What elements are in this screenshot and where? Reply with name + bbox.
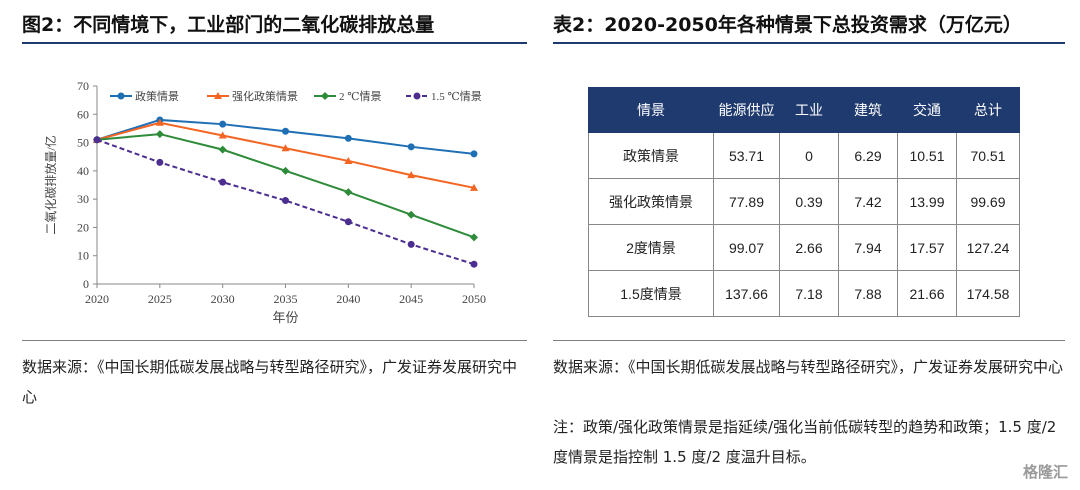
data-point — [344, 134, 352, 142]
chart-source-rule — [22, 340, 527, 341]
data-point — [407, 210, 416, 219]
data-point — [470, 233, 478, 242]
table-row: 强化政策情景 77.89 0.39 7.42 13.99 99.69 — [588, 178, 1020, 225]
table-header-row: 情景 能源供应 工业 建筑 交通 总计 — [588, 87, 1020, 133]
y-tick-label: 0 — [83, 277, 89, 291]
table-row: 2度情景 99.07 2.66 7.94 17.57 127.24 — [588, 224, 1020, 271]
table-cell: 7.94 — [838, 224, 898, 271]
data-point — [219, 120, 227, 128]
col-header: 能源供应 — [713, 87, 780, 133]
table-cell: 17.57 — [897, 224, 957, 271]
table-cell: 99.69 — [956, 178, 1020, 225]
x-axis-label: 年份 — [272, 310, 298, 325]
x-tick-label: 2035 — [274, 292, 298, 306]
table-cell: 7.18 — [779, 270, 839, 317]
data-point — [93, 136, 101, 144]
legend-label: 2 ℃情景 — [339, 90, 382, 103]
table-cell: 政策情景 — [588, 132, 714, 179]
table-cell: 77.89 — [713, 178, 780, 225]
table-cell: 53.71 — [713, 132, 780, 179]
y-tick-label: 50 — [77, 136, 89, 150]
table-cell: 0.39 — [779, 178, 839, 225]
legend-label: 政策情景 — [135, 89, 179, 103]
table-cell: 0 — [779, 132, 839, 179]
y-tick-label: 60 — [77, 107, 89, 121]
y-tick-label: 30 — [77, 192, 89, 206]
col-header: 建筑 — [838, 87, 898, 133]
table-source-note: 数据来源：《中国长期低碳发展战略与转型路径研究》，广发证券发展研究中心 — [553, 358, 1064, 376]
table-cell: 1.5度情景 — [588, 270, 714, 317]
table-cell: 21.66 — [897, 270, 957, 317]
legend-label: 强化政策情景 — [232, 89, 298, 103]
table-cell: 13.99 — [897, 178, 957, 225]
y-tick-label: 40 — [77, 164, 89, 178]
table-row: 1.5度情景 137.66 7.18 7.88 21.66 174.58 — [588, 270, 1020, 317]
data-point — [407, 143, 415, 151]
data-point — [281, 144, 290, 152]
data-point — [407, 171, 416, 179]
data-point — [218, 131, 227, 139]
legend-marker — [321, 92, 329, 100]
table-cell: 6.29 — [838, 132, 898, 179]
data-point — [344, 188, 353, 197]
table-row: 政策情景 53.71 0 6.29 10.51 70.51 — [588, 132, 1020, 179]
data-point — [155, 118, 164, 126]
data-point — [281, 166, 290, 175]
table-source-rule — [553, 340, 1065, 341]
y-axis-label: 二氧化碳排放量/亿 — [43, 135, 58, 234]
watermark-logo: 格隆汇 — [1022, 463, 1068, 481]
legend-label: 1.5 ℃情景 — [431, 90, 482, 103]
data-point — [219, 178, 227, 186]
data-point — [282, 197, 289, 205]
legend-marker — [117, 92, 125, 100]
data-point — [344, 156, 353, 164]
data-point — [407, 240, 415, 248]
data-point — [155, 130, 164, 139]
table-title-rule — [553, 42, 1065, 44]
data-point — [470, 183, 478, 191]
table-cell: 174.58 — [956, 270, 1020, 317]
x-tick-label: 2040 — [336, 292, 360, 306]
x-tick-label: 2025 — [148, 292, 172, 306]
legend-marker — [413, 92, 421, 100]
x-tick-label: 2020 — [85, 292, 109, 306]
table-cell: 70.51 — [956, 132, 1020, 179]
chart-title-rule — [22, 42, 527, 44]
table-cell: 127.24 — [956, 224, 1020, 271]
table-cell: 2.66 — [779, 224, 839, 271]
table-footnote: 注：政策/强化政策情景是指延续/强化当前低碳转型的趋势和政策；1.5 度/2 度… — [553, 418, 1057, 466]
data-point — [470, 150, 478, 158]
data-point — [156, 158, 164, 166]
y-tick-label: 70 — [77, 79, 89, 93]
table-cell: 7.88 — [838, 270, 898, 317]
table-cell: 2度情景 — [588, 224, 714, 271]
x-tick-label: 2045 — [399, 292, 423, 306]
col-header: 交通 — [897, 87, 957, 133]
y-tick-label: 10 — [77, 249, 89, 263]
table-cell: 10.51 — [897, 132, 957, 179]
table-title: 表2：2020-2050年各种情景下总投资需求（万亿元） — [553, 14, 1022, 36]
table-cell: 137.66 — [713, 270, 780, 317]
y-tick-label: 20 — [77, 220, 89, 234]
data-point — [218, 145, 227, 154]
table-cell: 7.42 — [838, 178, 898, 225]
col-header: 工业 — [779, 87, 839, 133]
chart-title: 图2：不同情境下，工业部门的二氧化碳排放总量 — [22, 14, 435, 36]
col-header: 情景 — [588, 87, 714, 133]
data-point — [282, 127, 289, 135]
data-point — [470, 260, 478, 268]
chart-source-note: 数据来源：《中国长期低碳发展战略与转型路径研究》，广发证券发展研究中心 — [22, 358, 518, 406]
table-cell: 强化政策情景 — [588, 178, 714, 225]
legend-marker — [214, 92, 222, 99]
col-header: 总计 — [956, 87, 1020, 133]
x-tick-label: 2030 — [211, 292, 235, 306]
data-point — [344, 218, 352, 226]
x-tick-label: 2050 — [462, 292, 486, 306]
investment-table: 情景 能源供应 工业 建筑 交通 总计 政策情景 53.71 0 6.29 10… — [588, 87, 1020, 317]
table-cell: 99.07 — [713, 224, 780, 271]
